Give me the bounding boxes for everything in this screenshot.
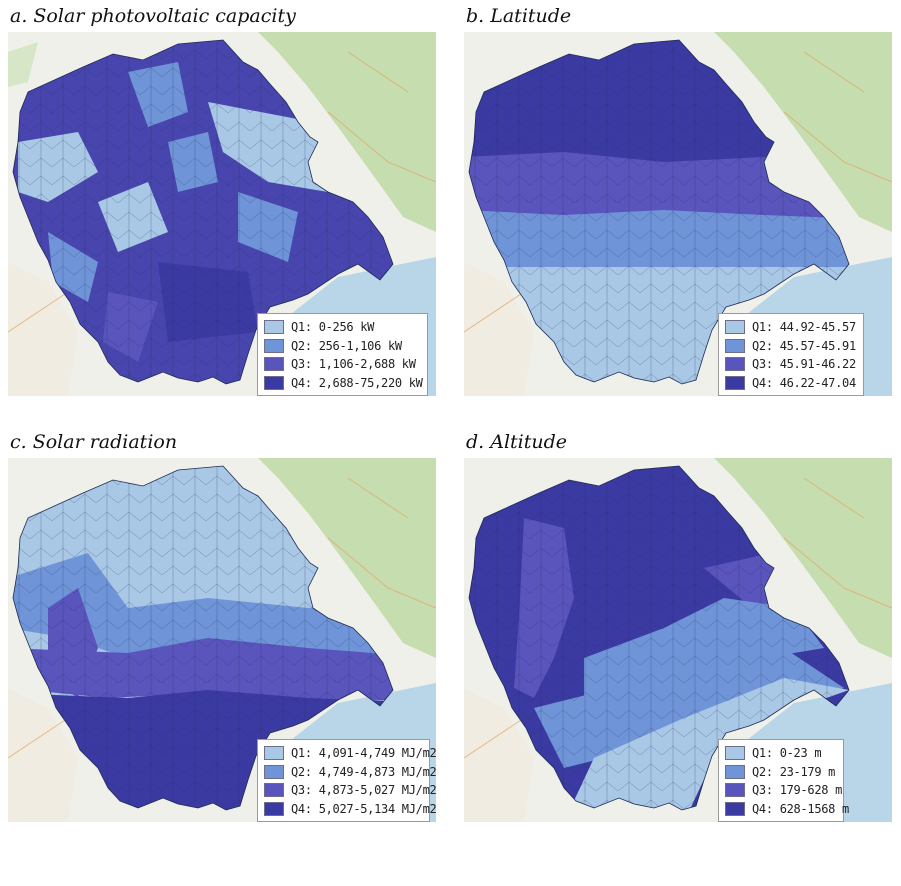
legend-label: Q2: 4,749-4,873 MJ/m2 [291, 764, 436, 779]
legend-label: Q4: 2,688-75,220 kW [291, 375, 423, 390]
legend-label: Q4: 628-1568 m [752, 801, 849, 816]
panel-c-title: c. Solar radiation [10, 431, 178, 453]
legend-label: Q2: 256-1,106 kW [291, 338, 402, 353]
legend-label: Q1: 0-23 m [752, 746, 822, 761]
legend-item: Q3: 45.91-46.22 [725, 355, 857, 374]
legend-label: Q3: 4,873-5,027 MJ/m2 [291, 783, 436, 798]
panel-b-title: b. Latitude [466, 5, 572, 27]
panel-d-legend: Q1: 0-23 m Q2: 23-179 m Q3: 179-628 m Q4… [718, 739, 849, 822]
panel-d-map[interactable]: Q1: 0-23 m Q2: 23-179 m Q3: 179-628 m Q4… [464, 458, 892, 822]
legend-item: Q4: 2,688-75,220 kW [264, 374, 423, 393]
legend-swatch-q1 [725, 320, 745, 335]
legend-label: Q4: 5,027-5,134 MJ/m2 [291, 801, 436, 816]
legend-item: Q4: 46.22-47.04 [725, 374, 857, 393]
legend-swatch-q4 [264, 375, 284, 390]
legend-swatch-q2 [264, 764, 284, 779]
legend-label: Q4: 46.22-47.04 [752, 375, 856, 390]
panel-c-legend: Q1: 4,091-4,749 MJ/m2 Q2: 4,749-4,873 MJ… [257, 739, 436, 822]
legend-label: Q3: 45.91-46.22 [752, 357, 856, 372]
panel-c-map[interactable]: Q1: 4,091-4,749 MJ/m2 Q2: 4,749-4,873 MJ… [8, 458, 436, 822]
legend-item: Q2: 23-179 m [725, 763, 837, 782]
legend-item: Q1: 44.92-45.57 [725, 318, 857, 337]
legend-swatch-q1 [264, 320, 284, 335]
legend-item: Q3: 179-628 m [725, 781, 842, 800]
legend-swatch-q3 [725, 783, 745, 798]
legend-label: Q1: 4,091-4,749 MJ/m2 [291, 746, 436, 761]
legend-item: Q2: 45.57-45.91 [725, 337, 857, 356]
legend-swatch-q2 [264, 338, 284, 353]
legend-label: Q2: 23-179 m [752, 764, 836, 779]
legend-swatch-q1 [264, 746, 284, 761]
legend-swatch-q4 [264, 801, 284, 816]
legend-item: Q4: 628-1568 m [725, 800, 849, 819]
legend-label: Q2: 45.57-45.91 [752, 338, 856, 353]
legend-swatch-q1 [725, 746, 745, 761]
legend-swatch-q3 [264, 783, 284, 798]
legend-item: Q1: 0-256 kW [264, 318, 421, 337]
panel-a-legend: Q1: 0-256 kW Q2: 256-1,106 kW Q3: 1,106-… [257, 313, 428, 396]
legend-item: Q3: 4,873-5,027 MJ/m2 [264, 781, 436, 800]
panel-b-map[interactable]: Q1: 44.92-45.57 Q2: 45.57-45.91 Q3: 45.9… [464, 32, 892, 396]
legend-swatch-q3 [725, 357, 745, 372]
legend-item: Q1: 4,091-4,749 MJ/m2 [264, 744, 436, 763]
legend-swatch-q2 [725, 338, 745, 353]
legend-item: Q2: 4,749-4,873 MJ/m2 [264, 763, 436, 782]
legend-label: Q3: 1,106-2,688 kW [291, 357, 416, 372]
panel-a-title: a. Solar photovoltaic capacity [10, 5, 296, 27]
legend-swatch-q4 [725, 801, 745, 816]
legend-swatch-q2 [725, 764, 745, 779]
legend-label: Q1: 44.92-45.57 [752, 320, 856, 335]
legend-item: Q2: 256-1,106 kW [264, 337, 421, 356]
legend-item: Q4: 5,027-5,134 MJ/m2 [264, 800, 436, 819]
legend-item: Q1: 0-23 m [725, 744, 837, 763]
legend-item: Q3: 1,106-2,688 kW [264, 355, 421, 374]
legend-label: Q3: 179-628 m [752, 783, 843, 798]
panel-a-map[interactable]: Q1: 0-256 kW Q2: 256-1,106 kW Q3: 1,106-… [8, 32, 436, 396]
legend-swatch-q3 [264, 357, 284, 372]
legend-swatch-q4 [725, 375, 745, 390]
panel-d-title: d. Altitude [466, 431, 568, 453]
panel-b-legend: Q1: 44.92-45.57 Q2: 45.57-45.91 Q3: 45.9… [718, 313, 864, 396]
legend-label: Q1: 0-256 kW [291, 320, 375, 335]
